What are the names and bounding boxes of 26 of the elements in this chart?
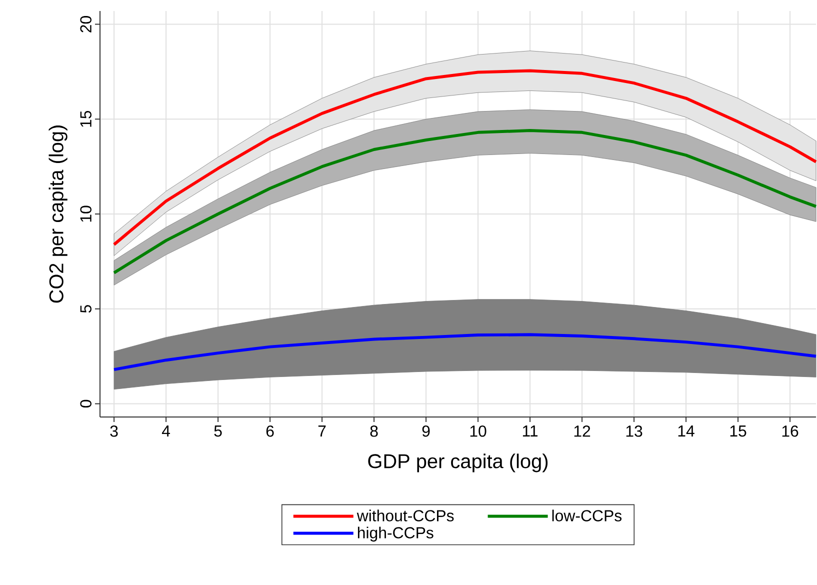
y-tick-label: 5: [80, 305, 92, 313]
y-tick-label: 10: [80, 206, 92, 222]
legend-label: high-CCPs: [358, 526, 434, 542]
x-tick-label: 4: [162, 426, 170, 436]
x-tick-label: 9: [422, 426, 430, 437]
x-tick-label: 12: [574, 426, 590, 437]
x-tick-label: 10: [470, 426, 486, 437]
y-tick-label: 20: [80, 16, 92, 32]
y-axis-title: CO2 per capita (log): [48, 126, 68, 303]
legend-label: without-CCPs: [356, 510, 454, 522]
legend-label: low-CCPs: [552, 510, 622, 522]
line-series: [112, 333, 817, 372]
x-tick-label: 6: [266, 426, 274, 437]
x-tick-label: 7: [318, 426, 326, 436]
x-tick-label: 3: [110, 426, 118, 437]
x-axis-title: GDP per capita (log): [368, 454, 548, 472]
x-tick-label: 15: [730, 426, 746, 437]
x-tick-label: 16: [782, 426, 798, 437]
x-tick-label: 8: [370, 426, 378, 437]
x-tick-label: 14: [678, 426, 694, 436]
y-tick-label: 0: [80, 400, 92, 408]
x-tick-label: 5: [214, 426, 222, 437]
x-tick-label: 13: [626, 426, 642, 437]
x-tick-label: 11: [522, 426, 538, 436]
y-tick-label: 15: [80, 110, 92, 127]
line-series: [112, 129, 817, 274]
